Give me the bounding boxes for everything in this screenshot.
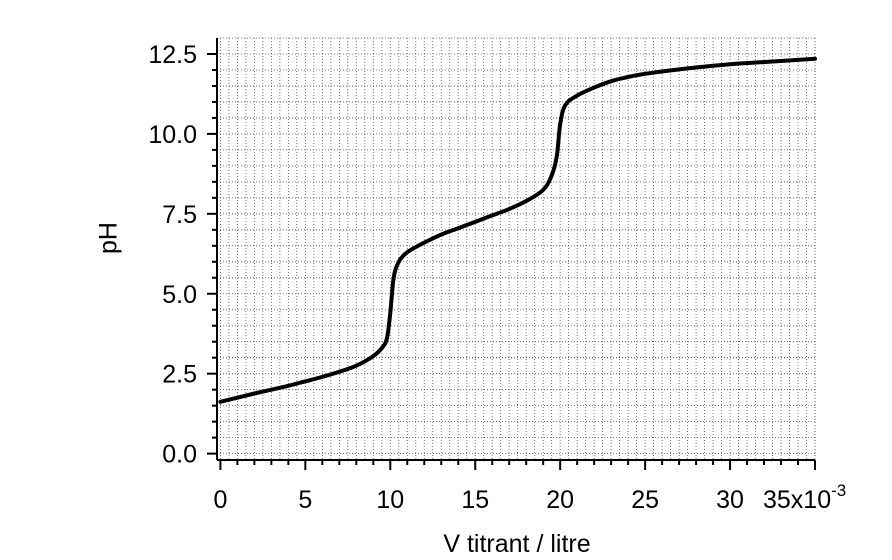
y-tick-label: 7.5 <box>162 201 197 229</box>
line-series <box>218 56 817 404</box>
x-axis-label: V titrant / litre <box>443 530 590 558</box>
x-tick-label: 20 <box>546 486 574 514</box>
x-tick-label: 30 <box>716 486 744 514</box>
y-tick-label: 0.0 <box>162 441 197 469</box>
y-tick-label: 2.5 <box>162 361 197 389</box>
x-tick-label: 0 <box>213 486 227 514</box>
x-tick-label: 25 <box>631 486 659 514</box>
y-axis-label: pH <box>95 222 123 254</box>
x-tick-label: 35x10-3 <box>763 481 846 514</box>
y-tick-label: 12.5 <box>148 41 197 69</box>
x-exponent: -3 <box>831 481 846 500</box>
y-tick-label: 5.0 <box>162 281 197 309</box>
x-tick-label: 10 <box>376 486 404 514</box>
x-tick-label: 5 <box>298 486 312 514</box>
x-tick-label: 15 <box>461 486 489 514</box>
y-tick-label: 10.0 <box>148 121 197 149</box>
